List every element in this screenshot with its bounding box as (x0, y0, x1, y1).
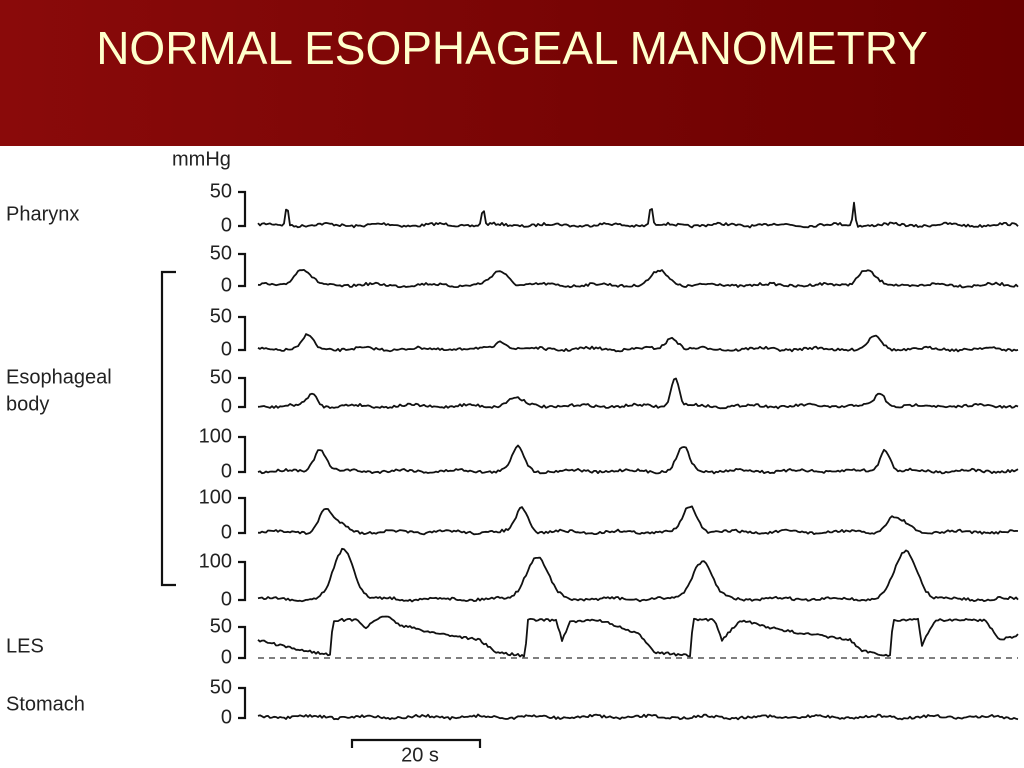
scale-label: 20 s (401, 744, 439, 766)
tick-label: 0 (221, 214, 232, 236)
scale-bracket (238, 435, 247, 474)
scale-bracket (238, 376, 247, 409)
manometry-figure: mmHg Esophageal body 20 s Pharynx 50 0 50 0 5… (6, 148, 1019, 766)
pressure-trace (257, 444, 1019, 475)
group-label: body (6, 393, 49, 415)
pressure-trace (257, 269, 1019, 289)
tick-label: 0 (221, 706, 232, 728)
tick-label: 0 (221, 646, 232, 668)
scale-bracket (238, 190, 247, 228)
scale-bracket (238, 686, 247, 720)
scale-bracket (238, 496, 247, 535)
scale-bracket (238, 315, 247, 352)
scale-bracket (238, 625, 247, 660)
pressure-trace (257, 547, 1019, 603)
pressure-trace (257, 377, 1019, 410)
pressure-trace (257, 713, 1019, 721)
scale-bracket (238, 560, 247, 602)
tick-label: 0 (221, 274, 232, 296)
unit-label: mmHg (172, 148, 231, 170)
tick-label: 50 (210, 676, 232, 698)
tick-label: 50 (210, 366, 232, 388)
group-bracket (160, 270, 176, 587)
tick-label: 100 (199, 486, 232, 508)
tick-label: 100 (199, 425, 232, 447)
tick-label: 0 (221, 338, 232, 360)
scale-bracket (238, 252, 247, 288)
channel-label: Stomach (6, 693, 85, 715)
tick-label: 50 (210, 305, 232, 327)
pressure-trace (257, 333, 1019, 353)
tick-label: 50 (210, 615, 232, 637)
pressure-trace (257, 615, 1019, 658)
title-bar (0, 0, 1024, 146)
channel-label: Pharynx (6, 203, 79, 225)
tick-label: 50 (210, 242, 232, 264)
pressure-trace (257, 201, 1019, 229)
slide-title: NORMAL ESOPHAGEAL MANOMETRY (96, 22, 928, 74)
tick-label: 100 (199, 550, 232, 572)
tick-label: 0 (221, 460, 232, 482)
channel-label: LES (6, 635, 44, 657)
pressure-trace (257, 505, 1019, 536)
tick-label: 0 (221, 395, 232, 417)
tick-label: 0 (221, 588, 232, 610)
tick-label: 0 (221, 521, 232, 543)
scale-bar (350, 738, 482, 748)
tick-label: 50 (210, 180, 232, 202)
group-label: Esophageal (6, 366, 112, 388)
